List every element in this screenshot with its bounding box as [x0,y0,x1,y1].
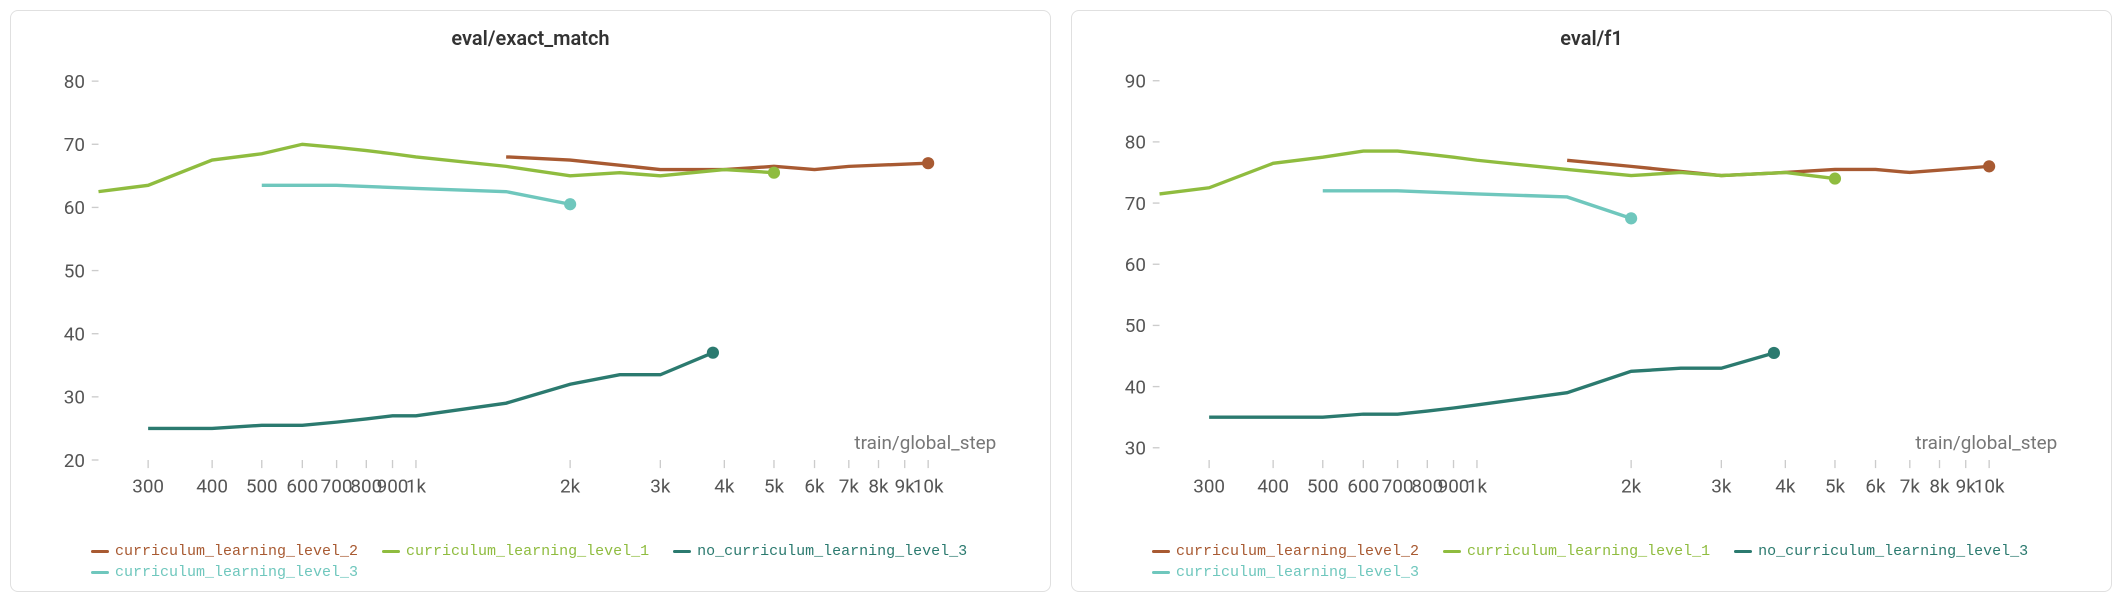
chart-panel-exact-match: eval/exact_match 20 30 40 50 60 70 80 300 400 500… [10,10,1051,592]
legend-1: curriculum_learning_level_2 curriculum_le… [1092,543,2091,581]
svg-text:5k: 5k [1825,474,1846,497]
svg-text:400: 400 [196,474,228,497]
series-curriculum_learning_level_3 [1323,191,1631,219]
svg-text:8k: 8k [868,474,889,497]
legend-item-no_curriculum_learning_level_3[interactable]: no_curriculum_learning_level_3 [673,543,967,560]
svg-text:6k: 6k [1865,474,1886,497]
svg-text:20: 20 [64,449,85,472]
endpoint-curriculum_learning_level_3 [564,198,576,210]
svg-text:7k: 7k [1900,474,1921,497]
series-curriculum_learning_level_3 [262,185,570,204]
svg-text:80: 80 [1125,131,1146,154]
legend-item-curriculum_learning_level_2[interactable]: curriculum_learning_level_2 [1152,543,1419,560]
legend-item-curriculum_learning_level_2[interactable]: curriculum_learning_level_2 [91,543,358,560]
svg-text:10k: 10k [1974,474,2005,497]
svg-text:4k: 4k [1775,474,1796,497]
endpoint-curriculum_learning_level_3 [1625,212,1637,224]
legend-swatch [91,550,109,553]
legend-swatch [1152,571,1170,574]
svg-text:train/global_step: train/global_step [1915,431,2057,454]
endpoint-curriculum_learning_level_1 [1829,173,1841,185]
legend-0: curriculum_learning_level_2 curriculum_le… [31,543,1030,581]
legend-swatch [673,550,691,553]
legend-swatch [1152,550,1170,553]
legend-swatch [91,571,109,574]
svg-text:80: 80 [64,70,85,93]
svg-text:2k: 2k [1621,474,1642,497]
chart-title: eval/f1 [1092,26,2091,50]
legend-label: curriculum_learning_level_1 [406,543,649,560]
legend-label: curriculum_learning_level_2 [115,543,358,560]
svg-text:300: 300 [132,474,164,497]
legend-label: curriculum_learning_level_1 [1467,543,1710,560]
svg-text:40: 40 [1125,375,1146,398]
svg-text:1k: 1k [1467,474,1488,497]
legend-label: curriculum_learning_level_3 [115,564,358,581]
svg-text:50: 50 [1125,314,1146,337]
plot-area: 203040506070803004005006007008009001k2k3… [31,55,1030,541]
chart-svg-1: 304050607080903004005006007008009001k2k3… [1092,55,2091,541]
legend-swatch [382,550,400,553]
svg-text:60: 60 [64,196,85,219]
svg-text:5k: 5k [764,474,785,497]
svg-text:70: 70 [64,133,85,156]
legend-label: no_curriculum_learning_level_3 [1758,543,2028,560]
legend-label: curriculum_learning_level_2 [1176,543,1419,560]
chart-svg-0: 203040506070803004005006007008009001k2k3… [31,55,1030,541]
svg-text:40: 40 [64,322,85,345]
svg-text:300: 300 [1193,474,1225,497]
svg-text:30: 30 [1125,437,1146,460]
legend-swatch [1443,550,1461,553]
plot-area: 304050607080903004005006007008009001k2k3… [1092,55,2091,541]
svg-text:10k: 10k [913,474,944,497]
svg-text:8k: 8k [1929,474,1950,497]
svg-text:50: 50 [64,259,85,282]
svg-text:500: 500 [1307,474,1339,497]
series-no_curriculum_learning_level_3 [1209,353,1774,417]
endpoint-curriculum_learning_level_2 [922,157,934,169]
legend-item-curriculum_learning_level_3[interactable]: curriculum_learning_level_3 [1152,564,1419,581]
svg-text:900: 900 [377,474,409,497]
svg-text:30: 30 [64,386,85,409]
legend-label: no_curriculum_learning_level_3 [697,543,967,560]
legend-item-curriculum_learning_level_1[interactable]: curriculum_learning_level_1 [1443,543,1710,560]
svg-text:700: 700 [321,474,353,497]
svg-text:1k: 1k [406,474,427,497]
svg-text:6k: 6k [804,474,825,497]
chart-panel-f1: eval/f1 30405060708090300400500600700800… [1071,10,2112,592]
svg-text:600: 600 [1347,474,1379,497]
svg-text:7k: 7k [839,474,860,497]
series-curriculum_learning_level_2 [506,157,928,170]
legend-item-curriculum_learning_level_1[interactable]: curriculum_learning_level_1 [382,543,649,560]
legend-swatch [1734,550,1752,553]
svg-text:700: 700 [1382,474,1414,497]
svg-text:3k: 3k [1711,474,1732,497]
svg-text:90: 90 [1125,69,1146,92]
legend-item-no_curriculum_learning_level_3[interactable]: no_curriculum_learning_level_3 [1734,543,2028,560]
endpoint-curriculum_learning_level_1 [768,167,780,179]
legend-label: curriculum_learning_level_3 [1176,564,1419,581]
svg-text:500: 500 [246,474,278,497]
series-no_curriculum_learning_level_3 [148,353,713,429]
svg-text:70: 70 [1125,192,1146,215]
legend-item-curriculum_learning_level_3[interactable]: curriculum_learning_level_3 [91,564,358,581]
svg-text:train/global_step: train/global_step [854,431,996,454]
svg-text:600: 600 [286,474,318,497]
endpoint-curriculum_learning_level_2 [1983,160,1995,172]
svg-text:900: 900 [1438,474,1470,497]
svg-text:2k: 2k [560,474,581,497]
chart-title: eval/exact_match [31,26,1030,50]
series-curriculum_learning_level_1 [1160,151,1835,194]
svg-text:400: 400 [1257,474,1289,497]
svg-text:4k: 4k [714,474,735,497]
endpoint-no_curriculum_learning_level_3 [1768,347,1780,359]
endpoint-no_curriculum_learning_level_3 [707,347,719,359]
svg-text:60: 60 [1125,253,1146,276]
svg-text:3k: 3k [650,474,671,497]
